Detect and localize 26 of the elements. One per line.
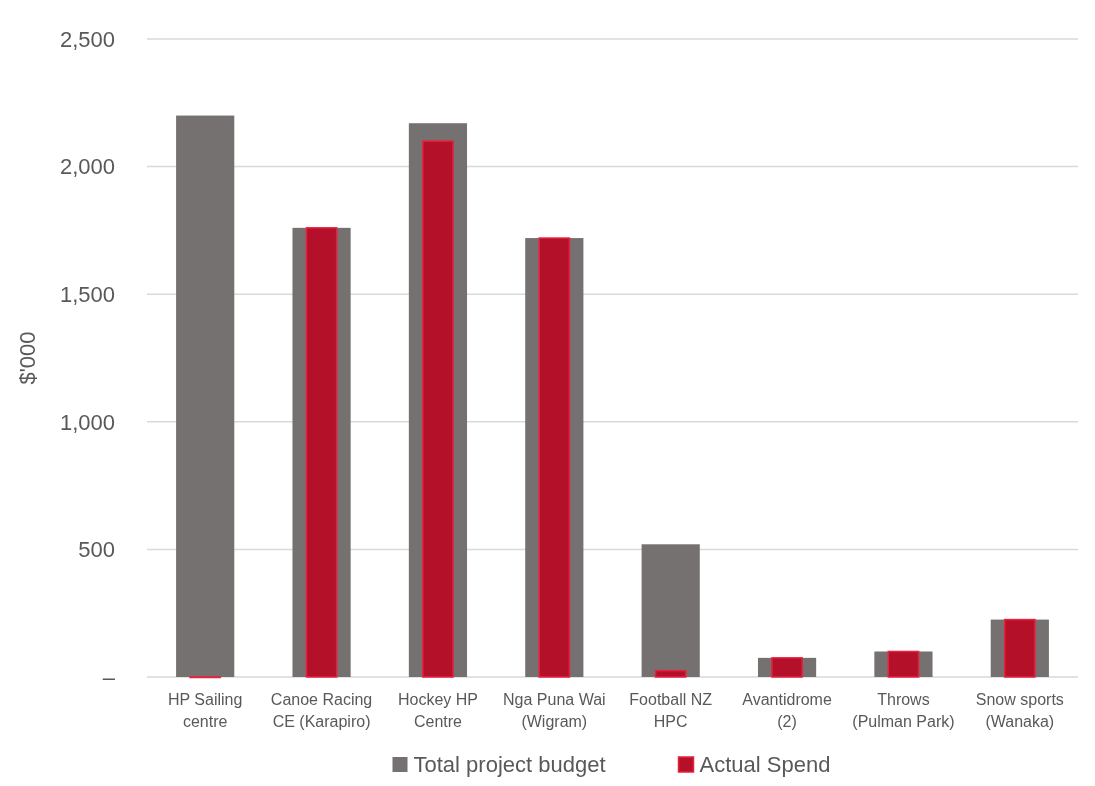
bar [641,544,700,677]
x-tick-label: HP Sailing centre [167,691,243,730]
bar [305,227,338,678]
x-tick-label: Football NZ HPC [629,691,713,730]
y-tick-label: 2,000 [59,154,115,180]
legend-label: Total project budget [413,752,606,777]
y-tick-label: – [102,664,116,690]
y-tick-label: 2,500 [59,26,115,52]
x-tick-label: Snow sports (Wanaka) [975,691,1064,730]
y-tick-label: 500 [78,537,115,563]
bar [538,237,571,678]
x-tick-label: Throws (Pulman Park) [852,691,955,730]
bar [887,650,920,678]
x-tick-label: Hockey HP Centre [397,691,478,730]
legend-label: Actual Spend [699,752,831,777]
bar [1003,618,1036,678]
x-tick-label: Canoe Racing CE (Karapiro) [270,691,373,730]
y-axis-title: $'000 [15,331,40,385]
y-tick-label: 1,000 [59,409,115,435]
bar [771,657,803,678]
x-tick-label: Avantidrome (2) [742,691,832,730]
y-tick-label: 1,500 [59,281,115,307]
bar [176,115,235,677]
x-tick-label: Nga Puna Wai (Wigram) [503,691,606,730]
bar [654,669,687,678]
bar [422,140,454,678]
